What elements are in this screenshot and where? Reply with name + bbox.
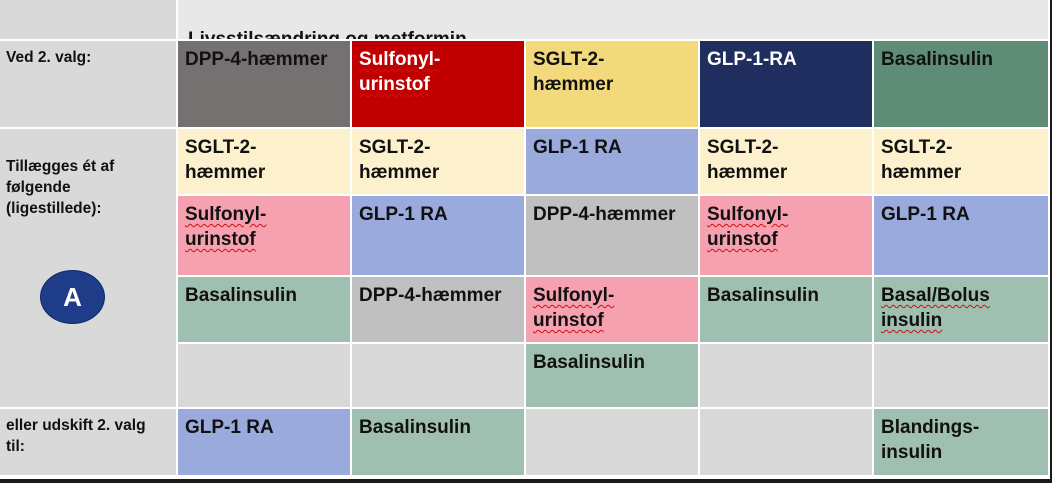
- add-cell-r3-c5: Basal/Bolus insulin: [874, 277, 1050, 344]
- table-bottom-border: [0, 479, 1052, 483]
- add-cell-r2-c3: DPP-4-hæmmer: [526, 196, 700, 277]
- second-choice-basalinsulin: Basalinsulin: [874, 41, 1050, 129]
- add-cell-r3-c2: DPP-4-hæmmer: [352, 277, 526, 344]
- row-label-add-one: Tillægges ét af følgende (ligestillede):…: [0, 129, 178, 409]
- add-cell-r1-c2: SGLT-2- hæmmer: [352, 129, 526, 196]
- table-title: Livsstilsændring og metformin: [178, 0, 1050, 41]
- add-cell-r1-c1: SGLT-2- hæmmer: [178, 129, 352, 196]
- add-cell-r1-c5: SGLT-2- hæmmer: [874, 129, 1050, 196]
- replace-cell-c3: [526, 409, 700, 477]
- replace-cell-c4: [700, 409, 874, 477]
- add-cell-r1-c3: GLP-1 RA: [526, 129, 700, 196]
- add-cell-r1-c4: SGLT-2- hæmmer: [700, 129, 874, 196]
- second-choice-sulfonylurinstof-text: Sulfonyl- urinstof: [359, 49, 441, 95]
- add-cell-r2-c5: GLP-1 RA: [874, 196, 1050, 277]
- replace-cell-c2: Basalinsulin: [352, 409, 526, 477]
- second-choice-glp1ra: GLP-1-RA: [700, 41, 874, 129]
- row-label-add-one-text: Tillægges ét af følgende (ligestillede):: [6, 158, 115, 217]
- replace-cell-c5: Blandings- insulin: [874, 409, 1050, 477]
- add-cell-r2-c2: GLP-1 RA: [352, 196, 526, 277]
- corner-cell: [0, 0, 178, 41]
- marker-badge: A: [40, 270, 105, 324]
- row-label-second-choice: Ved 2. valg:: [0, 41, 178, 129]
- title-text: Livsstilsændring og metformin: [188, 29, 467, 41]
- add-cell-r3-c3: Sulfonyl- urinstof: [526, 277, 700, 344]
- add-cell-r2-c1-text: Sulfonyl- urinstof: [185, 204, 267, 250]
- table-right-border: [1050, 0, 1052, 483]
- add-cell-r4-c1: [178, 344, 352, 409]
- add-cell-r2-c1: Sulfonyl- urinstof: [178, 196, 352, 277]
- add-cell-r4-c2: [352, 344, 526, 409]
- row-label-replace: eller udskift 2. valg til:: [0, 409, 178, 477]
- add-cell-r3-c5-text: Basal/Bolus insulin: [881, 285, 990, 331]
- second-choice-sulfonylurinstof: Sulfonyl- urinstof: [352, 41, 526, 129]
- second-choice-sglt2: SGLT-2- hæmmer: [526, 41, 700, 129]
- add-cell-r4-c4: [700, 344, 874, 409]
- add-cell-r3-c1: Basalinsulin: [178, 277, 352, 344]
- add-cell-r4-c3: Basalinsulin: [526, 344, 700, 409]
- add-cell-r3-c4: Basalinsulin: [700, 277, 874, 344]
- add-cell-r3-c3-text: Sulfonyl- urinstof: [533, 285, 615, 331]
- second-choice-dpp4: DPP-4-hæmmer: [178, 41, 352, 129]
- add-cell-r4-c5: [874, 344, 1050, 409]
- add-cell-r2-c4-text: Sulfonyl- urinstof: [707, 204, 789, 250]
- add-cell-r2-c4: Sulfonyl- urinstof: [700, 196, 874, 277]
- marker-letter: A: [63, 281, 82, 312]
- replace-cell-c1: GLP-1 RA: [178, 409, 352, 477]
